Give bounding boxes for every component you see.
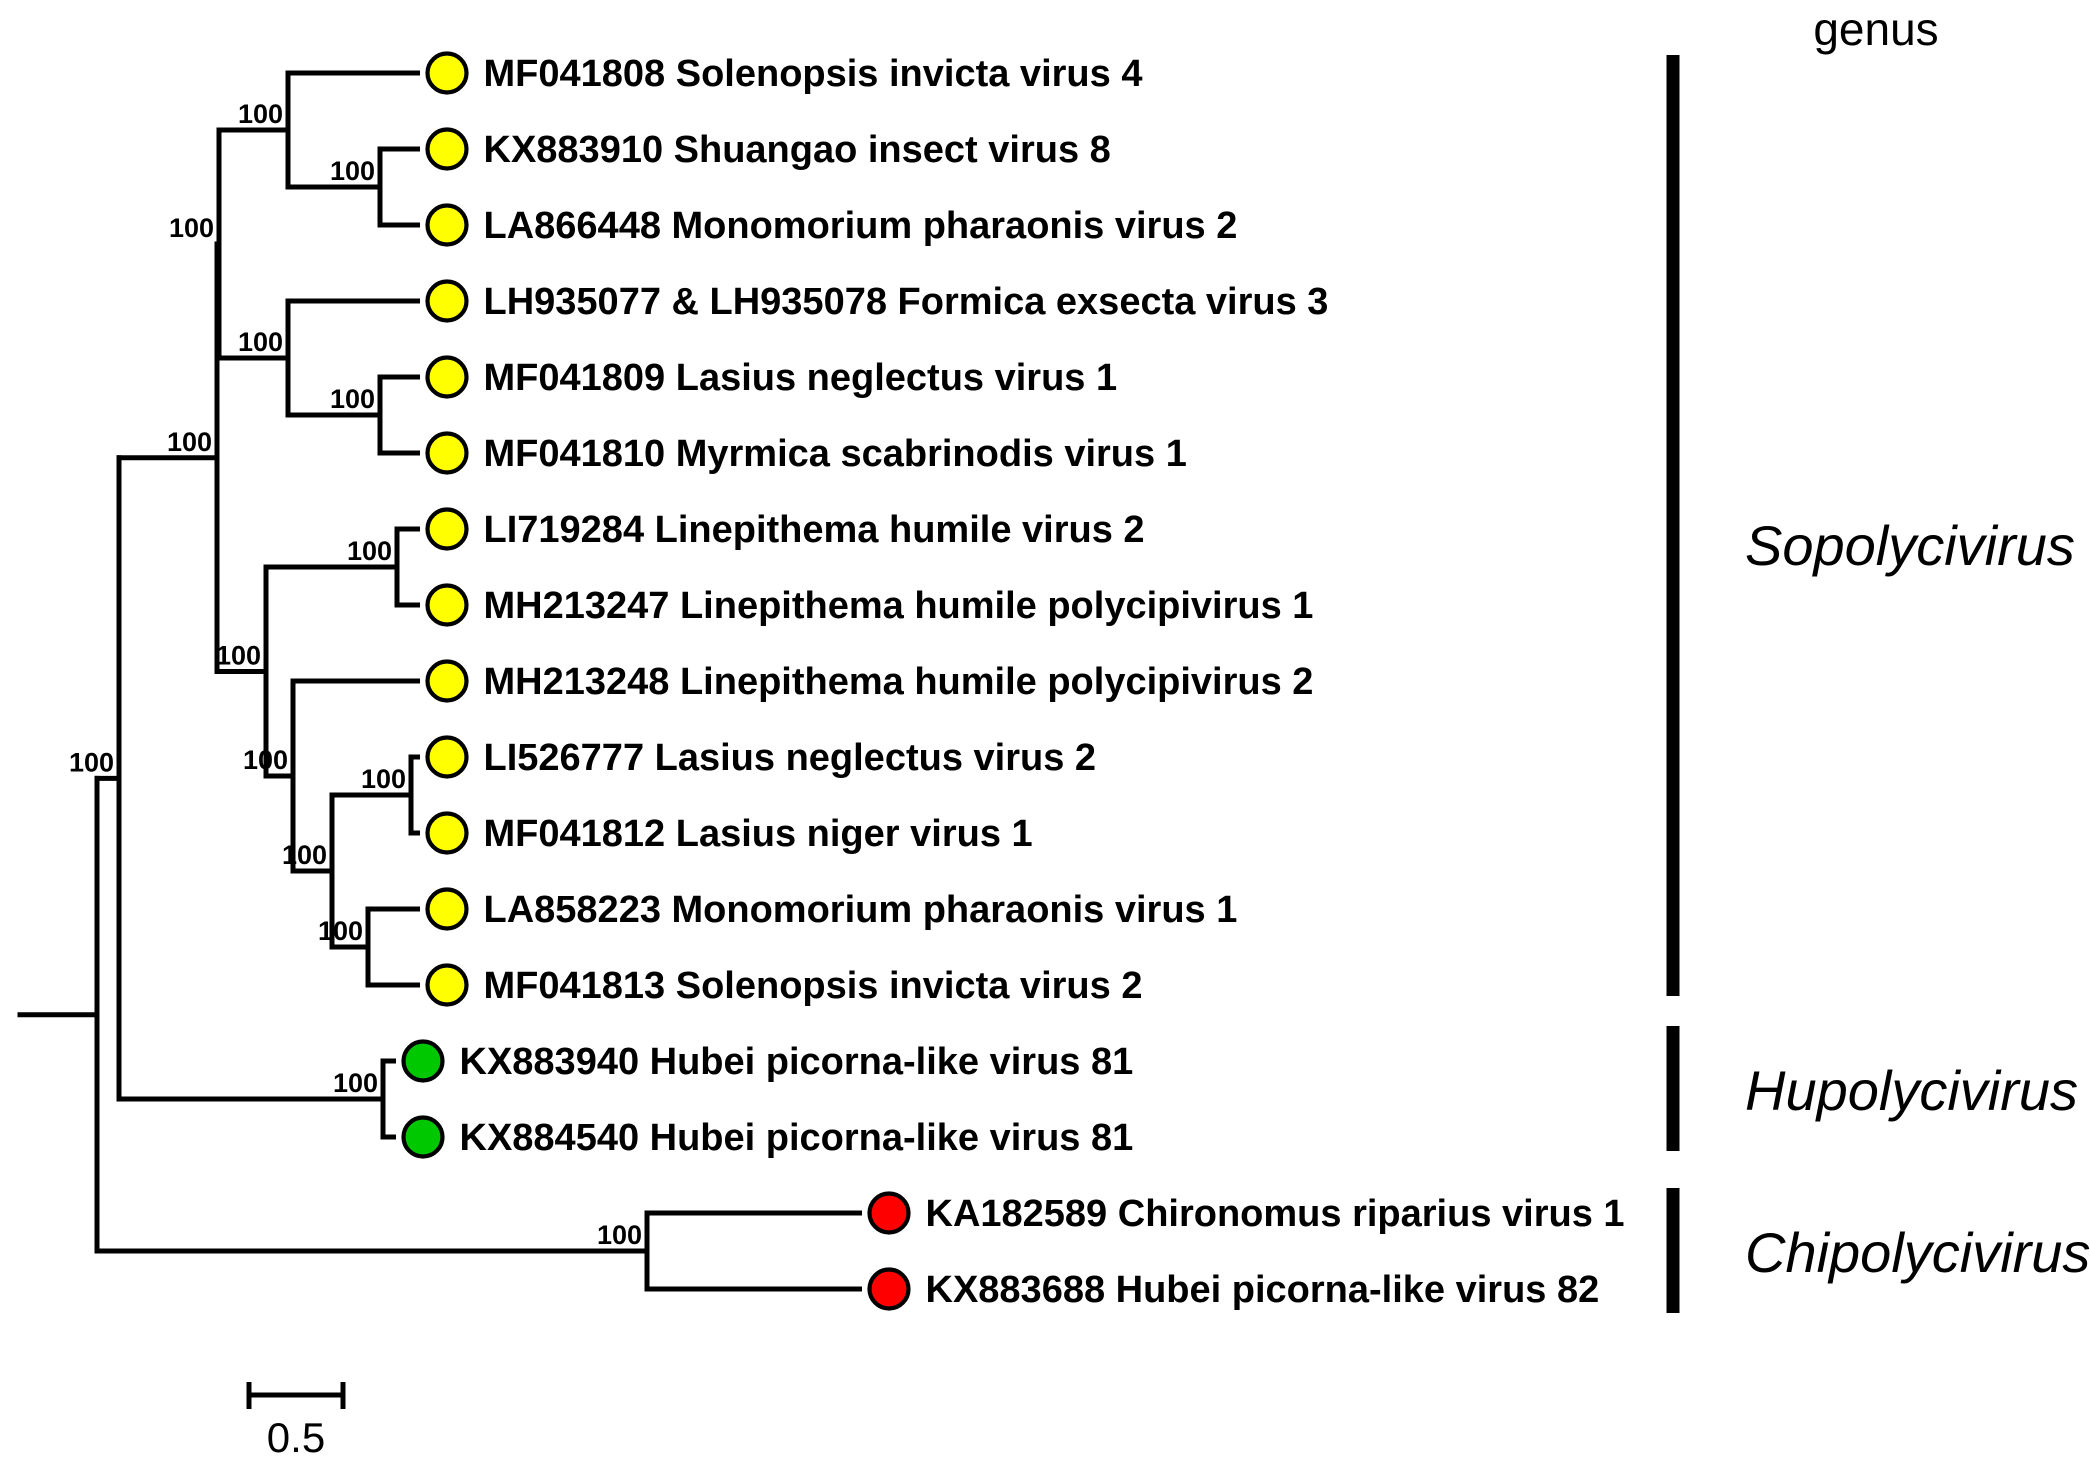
svg-text:LA858223 Monomorium pharaonis: LA858223 Monomorium pharaonis virus 1 bbox=[484, 889, 1238, 931]
svg-text:100: 100 bbox=[347, 536, 392, 566]
svg-text:Sopolycivirus: Sopolycivirus bbox=[1745, 514, 2075, 577]
svg-text:100: 100 bbox=[169, 213, 214, 243]
svg-text:100: 100 bbox=[318, 916, 363, 946]
svg-text:100: 100 bbox=[333, 1068, 378, 1098]
svg-text:LA866448 Monomorium pharaonis: LA866448 Monomorium pharaonis virus 2 bbox=[484, 205, 1238, 247]
svg-text:LI526777 Lasius neglectus viru: LI526777 Lasius neglectus virus 2 bbox=[484, 737, 1097, 779]
svg-text:Chipolycivirus: Chipolycivirus bbox=[1745, 1221, 2090, 1284]
svg-text:100: 100 bbox=[361, 764, 406, 794]
svg-text:100: 100 bbox=[216, 641, 261, 671]
svg-text:MF041813 Solenopsis invicta vi: MF041813 Solenopsis invicta virus 2 bbox=[484, 965, 1143, 1007]
svg-text:MF041809 Lasius neglectus viru: MF041809 Lasius neglectus virus 1 bbox=[484, 357, 1118, 399]
svg-text:100: 100 bbox=[282, 840, 327, 870]
svg-text:100: 100 bbox=[597, 1220, 642, 1250]
svg-text:100: 100 bbox=[69, 747, 114, 777]
svg-text:MF041810 Myrmica scabrinodis v: MF041810 Myrmica scabrinodis virus 1 bbox=[484, 433, 1187, 475]
svg-text:Hupolycivirus: Hupolycivirus bbox=[1745, 1059, 2078, 1122]
svg-text:MF041812 Lasius niger virus 1: MF041812 Lasius niger virus 1 bbox=[484, 813, 1033, 855]
svg-text:MH213247 Linepithema humile po: MH213247 Linepithema humile polycipiviru… bbox=[484, 585, 1314, 627]
svg-text:100: 100 bbox=[330, 156, 375, 186]
svg-text:MF041808 Solenopsis invicta vi: MF041808 Solenopsis invicta virus 4 bbox=[484, 53, 1143, 95]
svg-text:KX884540 Hubei picorna-like vi: KX884540 Hubei picorna-like virus 81 bbox=[460, 1117, 1134, 1159]
svg-text:KA182589 Chironomus riparius v: KA182589 Chironomus riparius virus 1 bbox=[926, 1193, 1625, 1235]
svg-text:0.5: 0.5 bbox=[267, 1414, 325, 1461]
svg-text:100: 100 bbox=[238, 99, 283, 129]
svg-text:100: 100 bbox=[167, 427, 212, 457]
svg-text:100: 100 bbox=[238, 327, 283, 357]
svg-text:100: 100 bbox=[243, 745, 288, 775]
svg-text:LI719284 Linepithema humile vi: LI719284 Linepithema humile virus 2 bbox=[484, 509, 1145, 551]
svg-text:KX883940 Hubei picorna-like vi: KX883940 Hubei picorna-like virus 81 bbox=[460, 1041, 1134, 1083]
svg-text:KX883688 Hubei picorna-like vi: KX883688 Hubei picorna-like virus 82 bbox=[926, 1269, 1600, 1311]
svg-text:KX883910 Shuangao insect virus: KX883910 Shuangao insect virus 8 bbox=[484, 129, 1111, 171]
svg-text:100: 100 bbox=[330, 384, 375, 414]
svg-text:MH213248 Linepithema humile po: MH213248 Linepithema humile polycipiviru… bbox=[484, 661, 1314, 703]
svg-text:genus: genus bbox=[1813, 3, 1938, 55]
svg-text:LH935077 & LH935078 Formica ex: LH935077 & LH935078 Formica exsecta viru… bbox=[484, 281, 1329, 323]
